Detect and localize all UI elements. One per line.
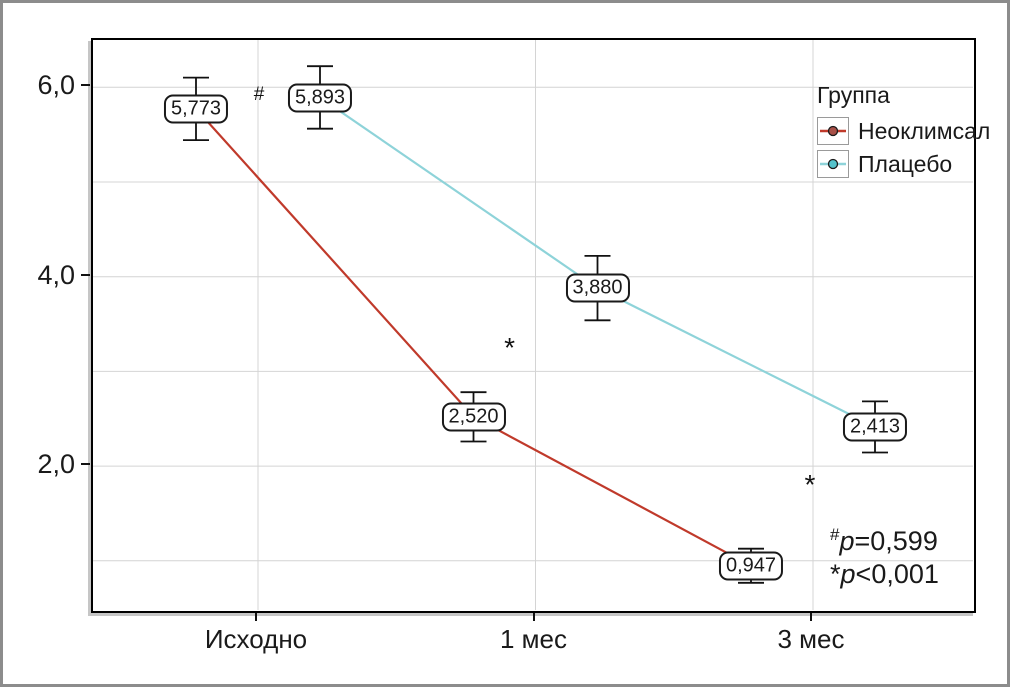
p-value-annotations: #p=0,599 *p<0,001 <box>830 518 939 591</box>
y-tick-label: 6,0 <box>37 70 75 101</box>
point-label: 0,947 <box>718 551 784 581</box>
y-tick-mark <box>81 84 90 87</box>
footnote-hash-marker: # <box>830 525 840 544</box>
y-tick-mark <box>81 273 90 276</box>
legend-item: Плацебо <box>817 150 990 178</box>
footnote-star: *p<0,001 <box>830 558 939 591</box>
star-significance-mark: * <box>504 331 516 363</box>
legend-item-label: Плацебо <box>858 150 953 177</box>
x-tick-mark <box>810 613 812 621</box>
x-tick-mark <box>255 613 257 621</box>
footnote-star-marker: * <box>830 559 841 589</box>
point-label: 2,413 <box>842 412 908 442</box>
legend-line-marker-icon <box>817 150 849 178</box>
star-significance-mark: * <box>804 469 816 500</box>
point-label: 5,773 <box>163 94 229 124</box>
footnote-hash: #p=0,599 <box>830 518 939 558</box>
legend-title: Группа <box>817 82 890 108</box>
x-tick-label: Исходно <box>204 624 308 654</box>
y-tick-mark <box>81 463 90 466</box>
y-tick-label: 2,0 <box>37 449 75 480</box>
x-tick-label: 1 мес <box>499 624 568 654</box>
series-line <box>195 108 752 567</box>
legend: Группа Неоклимсал Плацебо <box>817 82 990 183</box>
x-tick-mark <box>532 613 535 621</box>
footnote-star-var: p <box>840 559 856 589</box>
point-label: 2,520 <box>441 402 506 432</box>
legend-item-label: Неоклимсал <box>858 117 991 144</box>
y-tick-label: 4,0 <box>37 259 75 290</box>
footnote-star-text: <0,001 <box>855 559 939 589</box>
hash-significance-mark: # <box>253 84 265 105</box>
legend-item: Неоклимсал <box>817 117 990 145</box>
legend-line-marker-icon <box>817 117 849 145</box>
x-tick-label: 3 мес <box>777 624 845 654</box>
point-label: 5,893 <box>287 83 353 112</box>
footnote-hash-text: =0,599 <box>854 526 938 556</box>
footnote-hash-var: p <box>839 526 855 556</box>
point-label: 3,880 <box>565 273 630 303</box>
plot-area: Группа Неоклимсал Плацебо #p=0,599 *p<0,00… <box>91 38 990 613</box>
